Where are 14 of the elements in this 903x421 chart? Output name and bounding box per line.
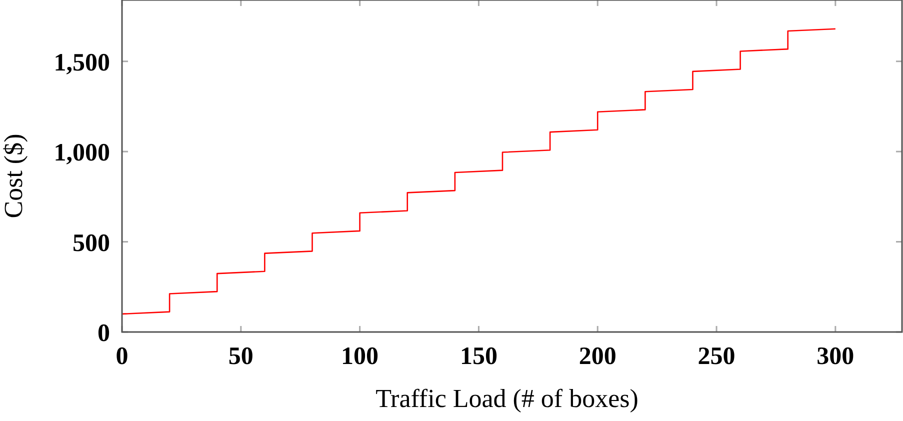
y-tick-label: 1,000 (54, 140, 110, 167)
x-axis-title: Traffic Load (# of boxes) (376, 384, 638, 413)
x-tick-label: 0 (116, 343, 128, 370)
line-series (121, 28, 836, 315)
x-tick-label: 150 (460, 343, 498, 370)
x-tick-label: 250 (698, 343, 736, 370)
x-tick-label: 100 (341, 343, 379, 370)
x-tick-label: 50 (228, 343, 254, 370)
x-tick-label: 200 (578, 343, 616, 370)
x-tick-label: 300 (816, 343, 854, 370)
y-axis-title: Cost ($) (0, 134, 28, 218)
y-tick-label: 500 (72, 230, 110, 257)
y-tick-label: 1,500 (54, 49, 110, 76)
y-tick-label: 0 (98, 320, 110, 347)
